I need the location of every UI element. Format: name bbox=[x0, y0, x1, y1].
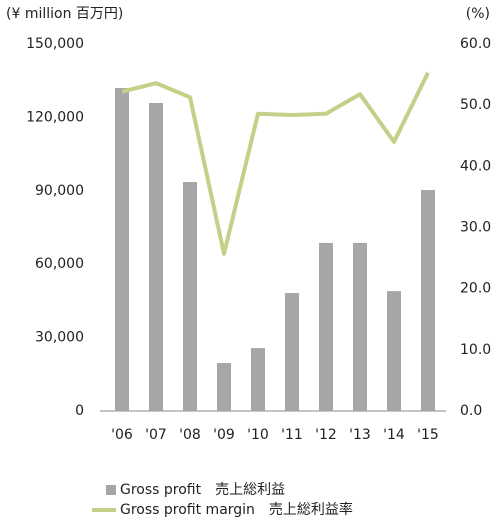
bar bbox=[319, 242, 333, 411]
legend-label: Gross profit margin 売上総利益率 bbox=[120, 501, 353, 518]
bar bbox=[183, 181, 197, 411]
bar bbox=[387, 291, 401, 411]
y2-axis-label: (%) bbox=[466, 6, 490, 22]
x-tick-label: '13 bbox=[349, 427, 371, 443]
x-tick-label: '07 bbox=[145, 427, 167, 443]
x-tick-label: '14 bbox=[383, 427, 405, 443]
bar bbox=[149, 102, 163, 412]
bar bbox=[421, 190, 435, 411]
y-axis-label: (¥ million 百万円) bbox=[6, 6, 123, 22]
y2-tick-label: 40.0 bbox=[460, 158, 491, 174]
x-tick-label: '06 bbox=[111, 427, 133, 443]
y2-tick-label: 20.0 bbox=[460, 281, 491, 297]
bar bbox=[217, 363, 231, 411]
y2-tick-label: 60.0 bbox=[460, 36, 491, 52]
legend-swatch bbox=[106, 485, 116, 495]
y2-tick-label: 30.0 bbox=[460, 220, 491, 236]
y-tick-label: 60,000 bbox=[35, 256, 84, 272]
y-tick-label: 90,000 bbox=[35, 183, 84, 199]
x-tick-label: '08 bbox=[179, 427, 201, 443]
x-tick-label: '15 bbox=[417, 427, 439, 443]
y2-tick-label: 0.0 bbox=[460, 403, 482, 419]
legend-label: Gross profit 売上総利益 bbox=[120, 482, 285, 498]
y2-tick-label: 50.0 bbox=[460, 97, 491, 113]
y-tick-label: 120,000 bbox=[26, 109, 84, 125]
y-tick-label: 0 bbox=[75, 403, 84, 419]
bar bbox=[251, 348, 265, 411]
bar bbox=[115, 88, 129, 411]
bar bbox=[353, 242, 367, 411]
y-tick-label: 150,000 bbox=[26, 36, 84, 52]
x-tick-label: '11 bbox=[281, 427, 303, 443]
x-tick-label: '12 bbox=[315, 427, 337, 443]
line bbox=[121, 71, 430, 256]
x-tick-label: '09 bbox=[213, 427, 235, 443]
x-tick-label: '10 bbox=[247, 427, 269, 443]
y2-tick-label: 10.0 bbox=[460, 342, 491, 358]
bar bbox=[285, 293, 299, 411]
y-tick-label: 30,000 bbox=[35, 330, 84, 346]
